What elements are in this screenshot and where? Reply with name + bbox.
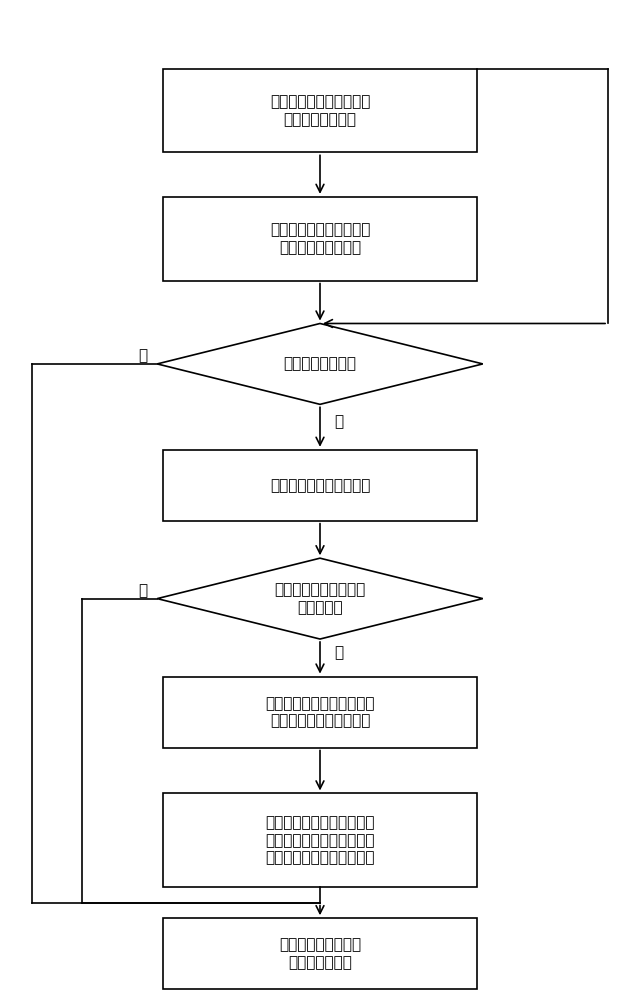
Text: 否: 否 [139,349,148,364]
Text: 是否还需要补偿？: 是否还需要补偿？ [284,356,356,371]
Text: 计算剩余需要补偿的容量: 计算剩余需要补偿的容量 [270,478,370,493]
Bar [163,197,477,281]
Text: 否: 否 [334,645,343,660]
Polygon shape [157,558,483,639]
Bar [163,69,477,152]
Text: 将该无功功率参考值作为该
风力发电机支路的注入无功
功率代入重新进行潮流计算: 将该无功功率参考值作为该 风力发电机支路的注入无功 功率代入重新进行潮流计算 [265,815,375,865]
Polygon shape [157,323,483,404]
Bar [163,918,477,989]
Bar [163,793,477,887]
Text: 最后一台风力发电机已
分配完毕？: 最后一台风力发电机已 分配完毕？ [275,582,365,615]
Text: 根据灵敏度顺序计算一台风
力发电机无功功率参考值: 根据灵敏度顺序计算一台风 力发电机无功功率参考值 [265,696,375,728]
Text: 是: 是 [139,583,148,598]
Text: 计算各台风力发电机对并
网点电压的灵敏度: 计算各台风力发电机对并 网点电压的灵敏度 [270,94,370,127]
Text: 是: 是 [334,415,343,430]
Bar [163,450,477,521]
Text: 下发全部风力发电机
无功功率参考值: 下发全部风力发电机 无功功率参考值 [279,937,361,970]
Bar [163,677,477,748]
Text: 计算各台风力发电机的无
功功率实时可调容量: 计算各台风力发电机的无 功功率实时可调容量 [270,222,370,255]
